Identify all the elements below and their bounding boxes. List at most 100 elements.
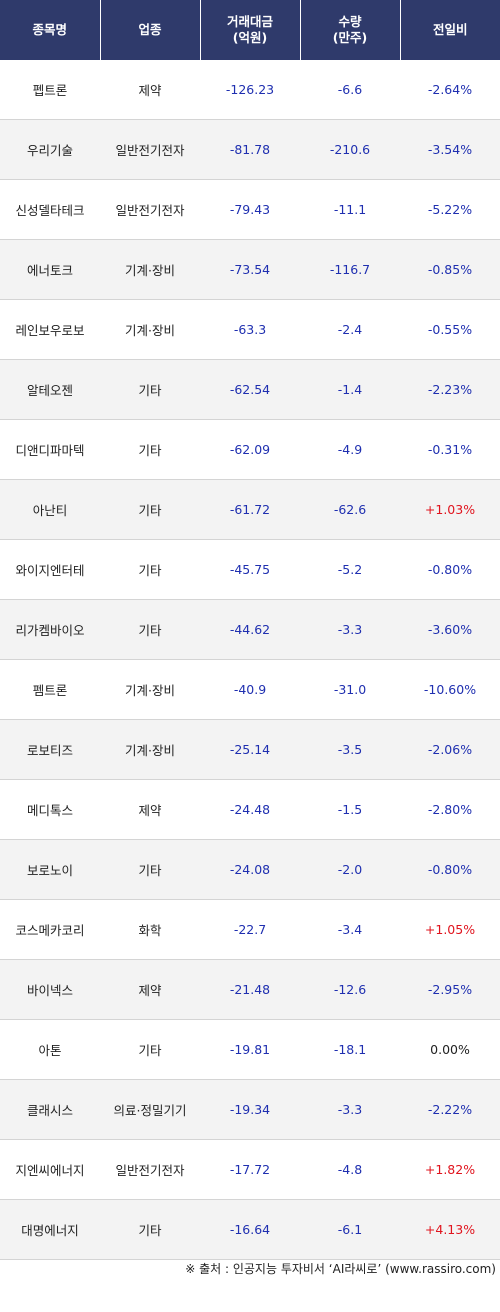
amount-cell: -17.72 bbox=[200, 1139, 300, 1200]
qty-cell: -1.5 bbox=[300, 779, 400, 840]
qty-cell: -6.1 bbox=[300, 1199, 400, 1260]
table-row: 로보티즈 기계·장비 -25.14 -3.5 -2.06% bbox=[0, 719, 500, 780]
table-row: 우리기술 일반전기전자 -81.78 -210.6 -3.54% bbox=[0, 119, 500, 180]
amount-cell: -40.9 bbox=[200, 659, 300, 720]
amount-cell: -81.78 bbox=[200, 119, 300, 180]
stock-name-cell: 펨트론 bbox=[0, 659, 100, 720]
stock-name-cell: 보로노이 bbox=[0, 839, 100, 900]
sector-cell: 기타 bbox=[100, 599, 200, 660]
change-cell: -0.55% bbox=[400, 299, 500, 360]
sector-cell: 의료·정밀기기 bbox=[100, 1079, 200, 1140]
sector-cell: 기타 bbox=[100, 539, 200, 600]
table-row: 아난티 기타 -61.72 -62.6 +1.03% bbox=[0, 479, 500, 540]
amount-cell: -25.14 bbox=[200, 719, 300, 780]
table-row: 에너토크 기계·장비 -73.54 -116.7 -0.85% bbox=[0, 239, 500, 300]
amount-cell: -73.54 bbox=[200, 239, 300, 300]
table-row: 레인보우로보 기계·장비 -63.3 -2.4 -0.55% bbox=[0, 299, 500, 360]
qty-cell: -116.7 bbox=[300, 239, 400, 300]
amount-cell: -126.23 bbox=[200, 60, 300, 120]
stock-name-cell: 대명에너지 bbox=[0, 1199, 100, 1260]
sector-cell: 기계·장비 bbox=[100, 719, 200, 780]
sector-cell: 기타 bbox=[100, 359, 200, 420]
sector-cell: 화학 bbox=[100, 899, 200, 960]
stock-name-cell: 아난티 bbox=[0, 479, 100, 540]
stock-name-cell: 아톤 bbox=[0, 1019, 100, 1080]
header-sector: 업종 bbox=[100, 0, 201, 60]
sector-cell: 기타 bbox=[100, 1019, 200, 1080]
sector-cell: 기계·장비 bbox=[100, 239, 200, 300]
amount-cell: -79.43 bbox=[200, 179, 300, 240]
change-cell: -10.60% bbox=[400, 659, 500, 720]
qty-cell: -3.3 bbox=[300, 1079, 400, 1140]
sector-cell: 기타 bbox=[100, 839, 200, 900]
qty-cell: -1.4 bbox=[300, 359, 400, 420]
change-cell: +4.13% bbox=[400, 1199, 500, 1260]
amount-cell: -62.54 bbox=[200, 359, 300, 420]
table-row: 바이넥스 제약 -21.48 -12.6 -2.95% bbox=[0, 959, 500, 1020]
qty-cell: -62.6 bbox=[300, 479, 400, 540]
sector-cell: 일반전기전자 bbox=[100, 1139, 200, 1200]
change-cell: 0.00% bbox=[400, 1019, 500, 1080]
stock-table: 종목명 업종 거래대금 (억원) 수량 (만주) 전일비 펩트론 제약 -126.23-… bbox=[0, 0, 500, 1260]
stock-name-cell: 신성델타테크 bbox=[0, 179, 100, 240]
qty-cell: -3.3 bbox=[300, 599, 400, 660]
qty-cell: -12.6 bbox=[300, 959, 400, 1020]
table-row: 와이지엔터테 기타 -45.75 -5.2 -0.80% bbox=[0, 539, 500, 600]
qty-cell: -2.4 bbox=[300, 299, 400, 360]
stock-name-cell: 지엔씨에너지 bbox=[0, 1139, 100, 1200]
qty-cell: -3.5 bbox=[300, 719, 400, 780]
source-note: ※ 출처 : 인공지능 투자비서 ‘AI라씨로’ (www.rassiro.co… bbox=[185, 1262, 496, 1276]
amount-cell: -19.34 bbox=[200, 1079, 300, 1140]
amount-cell: -24.48 bbox=[200, 779, 300, 840]
stock-name-cell: 레인보우로보 bbox=[0, 299, 100, 360]
stock-name-cell: 와이지엔터테 bbox=[0, 539, 100, 600]
amount-cell: -19.81 bbox=[200, 1019, 300, 1080]
stock-name-cell: 클래시스 bbox=[0, 1079, 100, 1140]
stock-name-cell: 코스메카코리 bbox=[0, 899, 100, 960]
qty-cell: -210.6 bbox=[300, 119, 400, 180]
change-cell: +1.05% bbox=[400, 899, 500, 960]
sector-cell: 일반전기전자 bbox=[100, 179, 200, 240]
stock-name-cell: 에너토크 bbox=[0, 239, 100, 300]
amount-cell: -45.75 bbox=[200, 539, 300, 600]
sector-cell: 기계·장비 bbox=[100, 299, 200, 360]
change-cell: -3.60% bbox=[400, 599, 500, 660]
sector-cell: 일반전기전자 bbox=[100, 119, 200, 180]
amount-cell: -21.48 bbox=[200, 959, 300, 1020]
stock-name-cell: 펩트론 bbox=[0, 60, 100, 120]
table-row: 펨트론 기계·장비 -40.9 -31.0 -10.60% bbox=[0, 659, 500, 720]
sector-cell: 기계·장비 bbox=[100, 659, 200, 720]
table-row: 아톤 기타 -19.81 -18.1 0.00% bbox=[0, 1019, 500, 1080]
sector-cell: 제약 bbox=[100, 959, 200, 1020]
header-qty: 수량 (만주) bbox=[300, 0, 401, 60]
table-row: 코스메카코리 화학 -22.7 -3.4 +1.05% bbox=[0, 899, 500, 960]
header-change: 전일비 bbox=[400, 0, 500, 60]
sector-cell: 기타 bbox=[100, 479, 200, 540]
table-header: 종목명 업종 거래대금 (억원) 수량 (만주) 전일비 bbox=[0, 0, 500, 60]
stock-name-cell: 알테오젠 bbox=[0, 359, 100, 420]
amount-cell: -24.08 bbox=[200, 839, 300, 900]
change-cell: +1.03% bbox=[400, 479, 500, 540]
table-body: 펩트론 제약 -126.23 -6.6 -2.64% 우리기술 일반전기전자 -81.78 -2… bbox=[0, 60, 500, 1260]
change-cell: -2.80% bbox=[400, 779, 500, 840]
amount-cell: -22.7 bbox=[200, 899, 300, 960]
qty-cell: -18.1 bbox=[300, 1019, 400, 1080]
stock-name-cell: 로보티즈 bbox=[0, 719, 100, 780]
table-row: 신성델타테크 일반전기전자 -79.43 -11.1 -5.22% bbox=[0, 179, 500, 240]
sector-cell: 기타 bbox=[100, 1199, 200, 1260]
sector-cell: 기타 bbox=[100, 419, 200, 480]
table-row: 리가켐바이오 기타 -44.62 -3.3 -3.60% bbox=[0, 599, 500, 660]
stock-name-cell: 메디톡스 bbox=[0, 779, 100, 840]
qty-cell: -2.0 bbox=[300, 839, 400, 900]
qty-cell: -5.2 bbox=[300, 539, 400, 600]
table-row: 지엔씨에너지 일반전기전자 -17.72 -4.8 +1.82% bbox=[0, 1139, 500, 1200]
sector-cell: 제약 bbox=[100, 779, 200, 840]
qty-cell: -4.8 bbox=[300, 1139, 400, 1200]
stock-name-cell: 디앤디파마텍 bbox=[0, 419, 100, 480]
change-cell: -2.64% bbox=[400, 60, 500, 120]
stock-name-cell: 우리기술 bbox=[0, 119, 100, 180]
change-cell: -2.95% bbox=[400, 959, 500, 1020]
table-row: 클래시스 의료·정밀기기 -19.34 -3.3 -2.22% bbox=[0, 1079, 500, 1140]
qty-cell: -31.0 bbox=[300, 659, 400, 720]
